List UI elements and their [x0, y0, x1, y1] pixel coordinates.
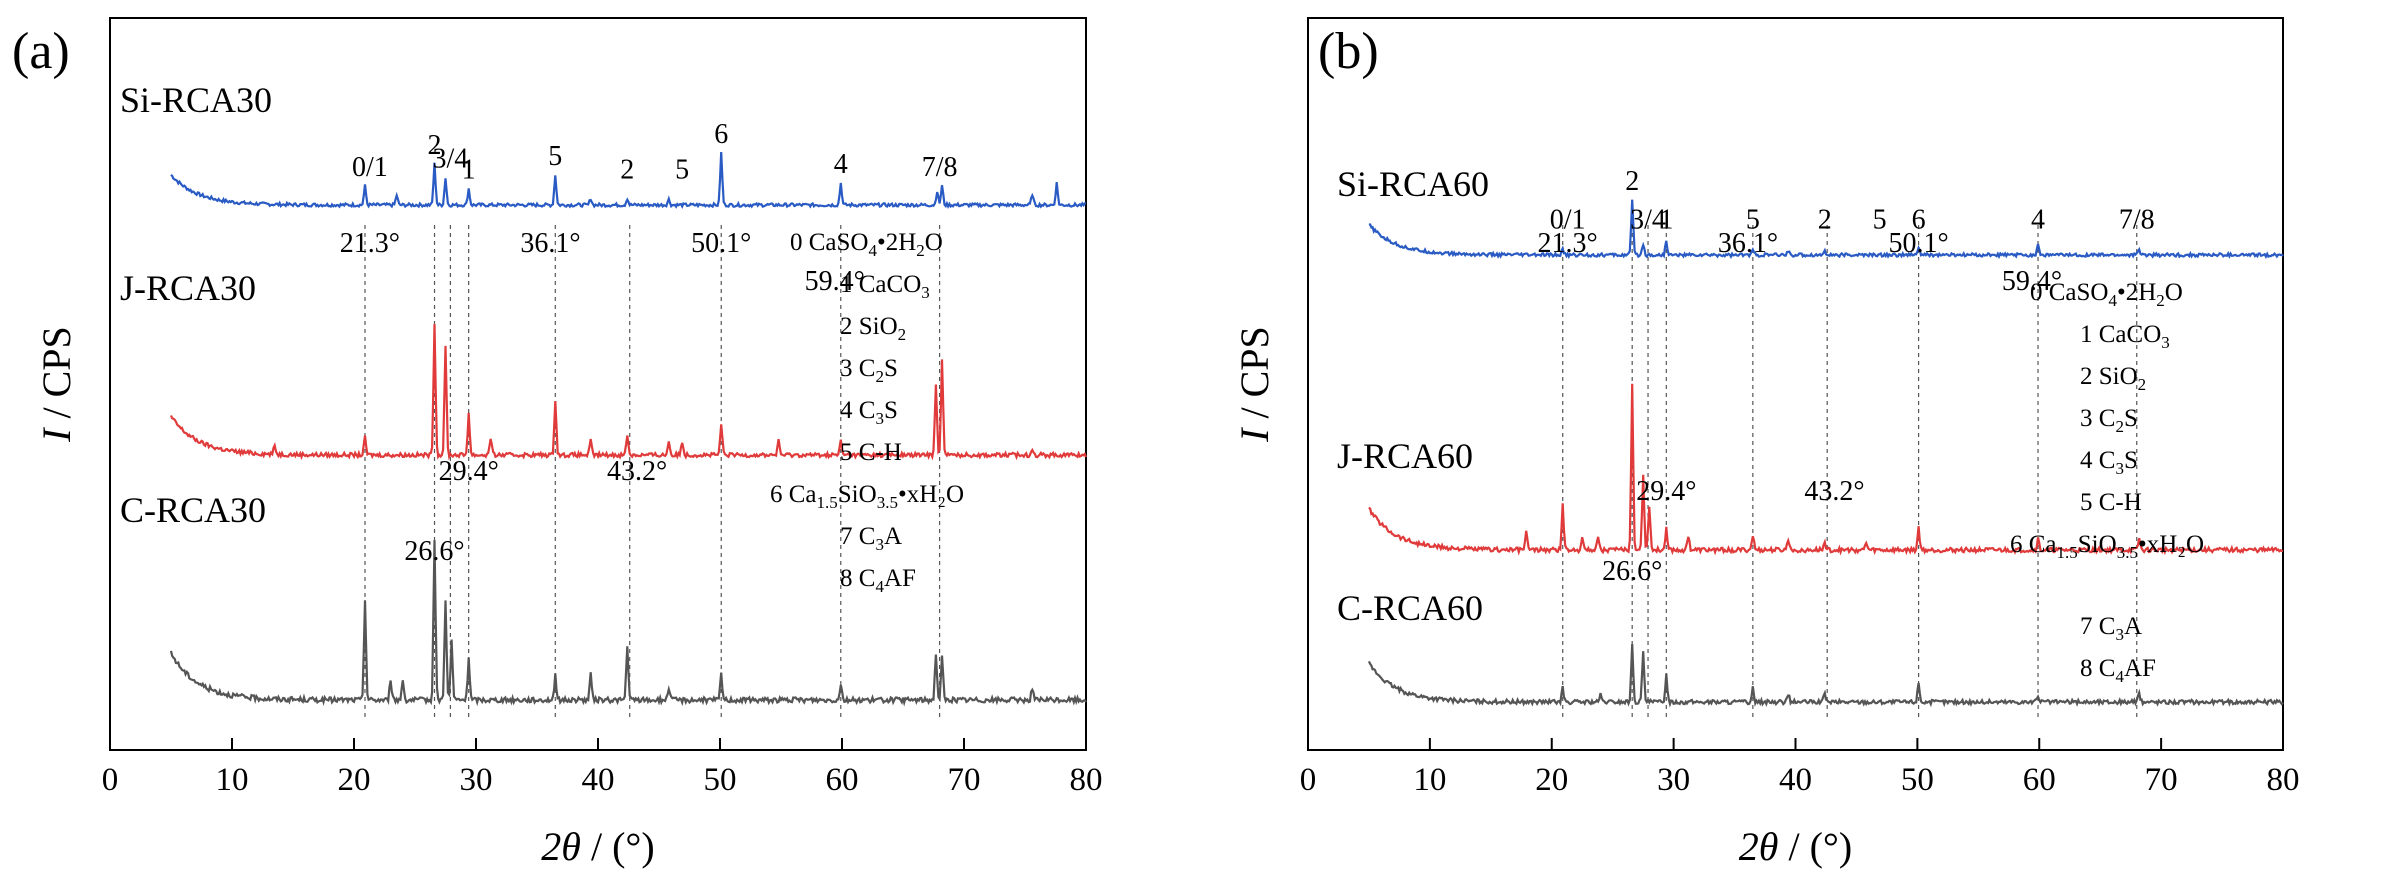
series-label: Si-RCA30	[120, 80, 272, 120]
x-tick-label: 0	[102, 762, 119, 798]
legend-entry: 4 C3S	[840, 397, 898, 428]
legend-entry: 2 SiO2	[2080, 363, 2146, 394]
peak-label: 5	[1873, 205, 1887, 236]
angle-label: 59.4°	[805, 266, 865, 297]
legend-entry: 8 C4AF	[840, 565, 916, 596]
peak-label: 1	[462, 155, 476, 186]
x-tick-label: 0	[1300, 762, 1317, 798]
peak-label: 2	[1625, 166, 1639, 197]
legend-entry: 8 C4AF	[2080, 655, 2156, 686]
y-axis-label: I / CPS	[34, 326, 79, 443]
peak-label: 7/8	[922, 152, 958, 183]
angle-label: 36.1°	[520, 228, 580, 259]
angle-label: 43.2°	[1804, 476, 1864, 507]
x-tick-label: 80	[2267, 762, 2300, 798]
peak-label: 7/8	[2119, 205, 2155, 236]
x-tick-label: 60	[2023, 762, 2056, 798]
legend-entry: 5 C-H	[2080, 489, 2142, 516]
panel-b: (b) I / CPS 2θ / (°) 0 10 20 30 40 50 60 70 80 Si-RC…	[1232, 17, 2300, 869]
x-tick-label: 30	[1657, 762, 1690, 798]
plot-frame	[109, 17, 1087, 751]
x-tick-label: 10	[216, 762, 249, 798]
legend-entry: 4 C3S	[2080, 447, 2138, 478]
x-tick-label: 50	[704, 762, 737, 798]
legend-entry: 1 CaCO3	[2080, 321, 2170, 352]
x-axis-label: 2θ / (°)	[1739, 824, 1852, 869]
x-tick-label: 10	[1413, 762, 1446, 798]
x-tick-label: 40	[1779, 762, 1812, 798]
angle-label: 21.3°	[340, 228, 400, 259]
x-tick-label: 50	[1901, 762, 1934, 798]
peak-label: 0/1	[352, 152, 388, 183]
legend-entry: 3 C2S	[840, 355, 898, 386]
series-line-j-rca30	[169, 324, 1088, 461]
series-label: C-RCA30	[120, 490, 266, 530]
series-line-j-rca60	[1368, 383, 2284, 556]
legend-entry: 2 SiO2	[840, 313, 906, 344]
angle-label: 59.4°	[2002, 266, 2062, 297]
peak-label: 2	[1818, 205, 1832, 236]
peak-label: 0/1	[1550, 205, 1586, 236]
y-axis-label: I / CPS	[1232, 326, 1277, 443]
series-label: Si-RCA60	[1337, 164, 1489, 204]
peak-label: 1	[1659, 205, 1673, 236]
x-tick-label: 60	[826, 762, 859, 798]
peak-label: 3/4	[432, 144, 468, 175]
series-line-si-rca30	[170, 151, 1087, 210]
x-tick-label: 70	[948, 762, 981, 798]
angle-label: 50.1°	[1888, 228, 1948, 259]
series-label: J-RCA60	[1337, 436, 1473, 476]
peak-label: 2	[620, 155, 634, 186]
x-tick-label: 20	[338, 762, 371, 798]
angle-label: 29.4°	[439, 456, 499, 487]
legend-entry: 7 C3A	[2080, 613, 2142, 644]
x-tick-label: 70	[2145, 762, 2178, 798]
angle-label: 21.3°	[1537, 228, 1597, 259]
peak-label: 5	[548, 141, 562, 172]
panel-label: (b)	[1318, 23, 1379, 80]
angle-label: 26.6°	[1602, 556, 1662, 587]
angle-label: 29.4°	[1636, 476, 1696, 507]
series-line-c-rca60	[1367, 644, 2284, 708]
peak-label: 5	[675, 155, 689, 186]
legend-entry: 6 Ca1.5SiO3.5•xH₂O	[2010, 531, 2204, 562]
angle-label: 50.1°	[691, 228, 751, 259]
angle-label: 43.2°	[607, 456, 667, 487]
peak-label: 4	[2031, 205, 2045, 236]
series-line-c-rca30	[169, 540, 1087, 707]
panel-label: (a)	[12, 23, 70, 80]
legend-entry: 7 C3A	[840, 523, 902, 554]
legend-entry: 3 C2S	[2080, 405, 2138, 436]
x-tick-label: 80	[1070, 762, 1103, 798]
series-line-si-rca60	[1368, 199, 2284, 260]
angle-label: 36.1°	[1718, 228, 1778, 259]
peak-label: 4	[834, 149, 848, 180]
legend-entry: 0 CaSO4•2H2O	[790, 229, 943, 260]
angle-label: 26.6°	[404, 536, 464, 567]
legend-entry: 5 C-H	[840, 439, 902, 466]
panel-a: (a) I / CPS 2θ / (°) 0 10 20 30 40 50 60 70 80 Si-RC…	[12, 17, 1103, 869]
x-tick-label: 30	[460, 762, 493, 798]
series-label: C-RCA60	[1337, 588, 1483, 628]
peak-label: 6	[1912, 205, 1926, 236]
series-label: J-RCA30	[120, 268, 256, 308]
peak-label: 3/4	[1630, 205, 1666, 236]
legend-entry: 1 CaCO3	[840, 271, 930, 302]
peak-label: 2	[428, 130, 442, 161]
peak-label: 5	[1746, 205, 1760, 236]
legend-entry: 0 CaSO4•2H2O	[2030, 279, 2183, 310]
x-tick-label: 20	[1535, 762, 1568, 798]
peak-label: 6	[714, 119, 728, 150]
legend-entry: 6 Ca1.5SiO3.5•xH₂O	[770, 481, 964, 512]
x-tick-label: 40	[582, 762, 615, 798]
x-axis-label: 2θ / (°)	[541, 824, 654, 869]
